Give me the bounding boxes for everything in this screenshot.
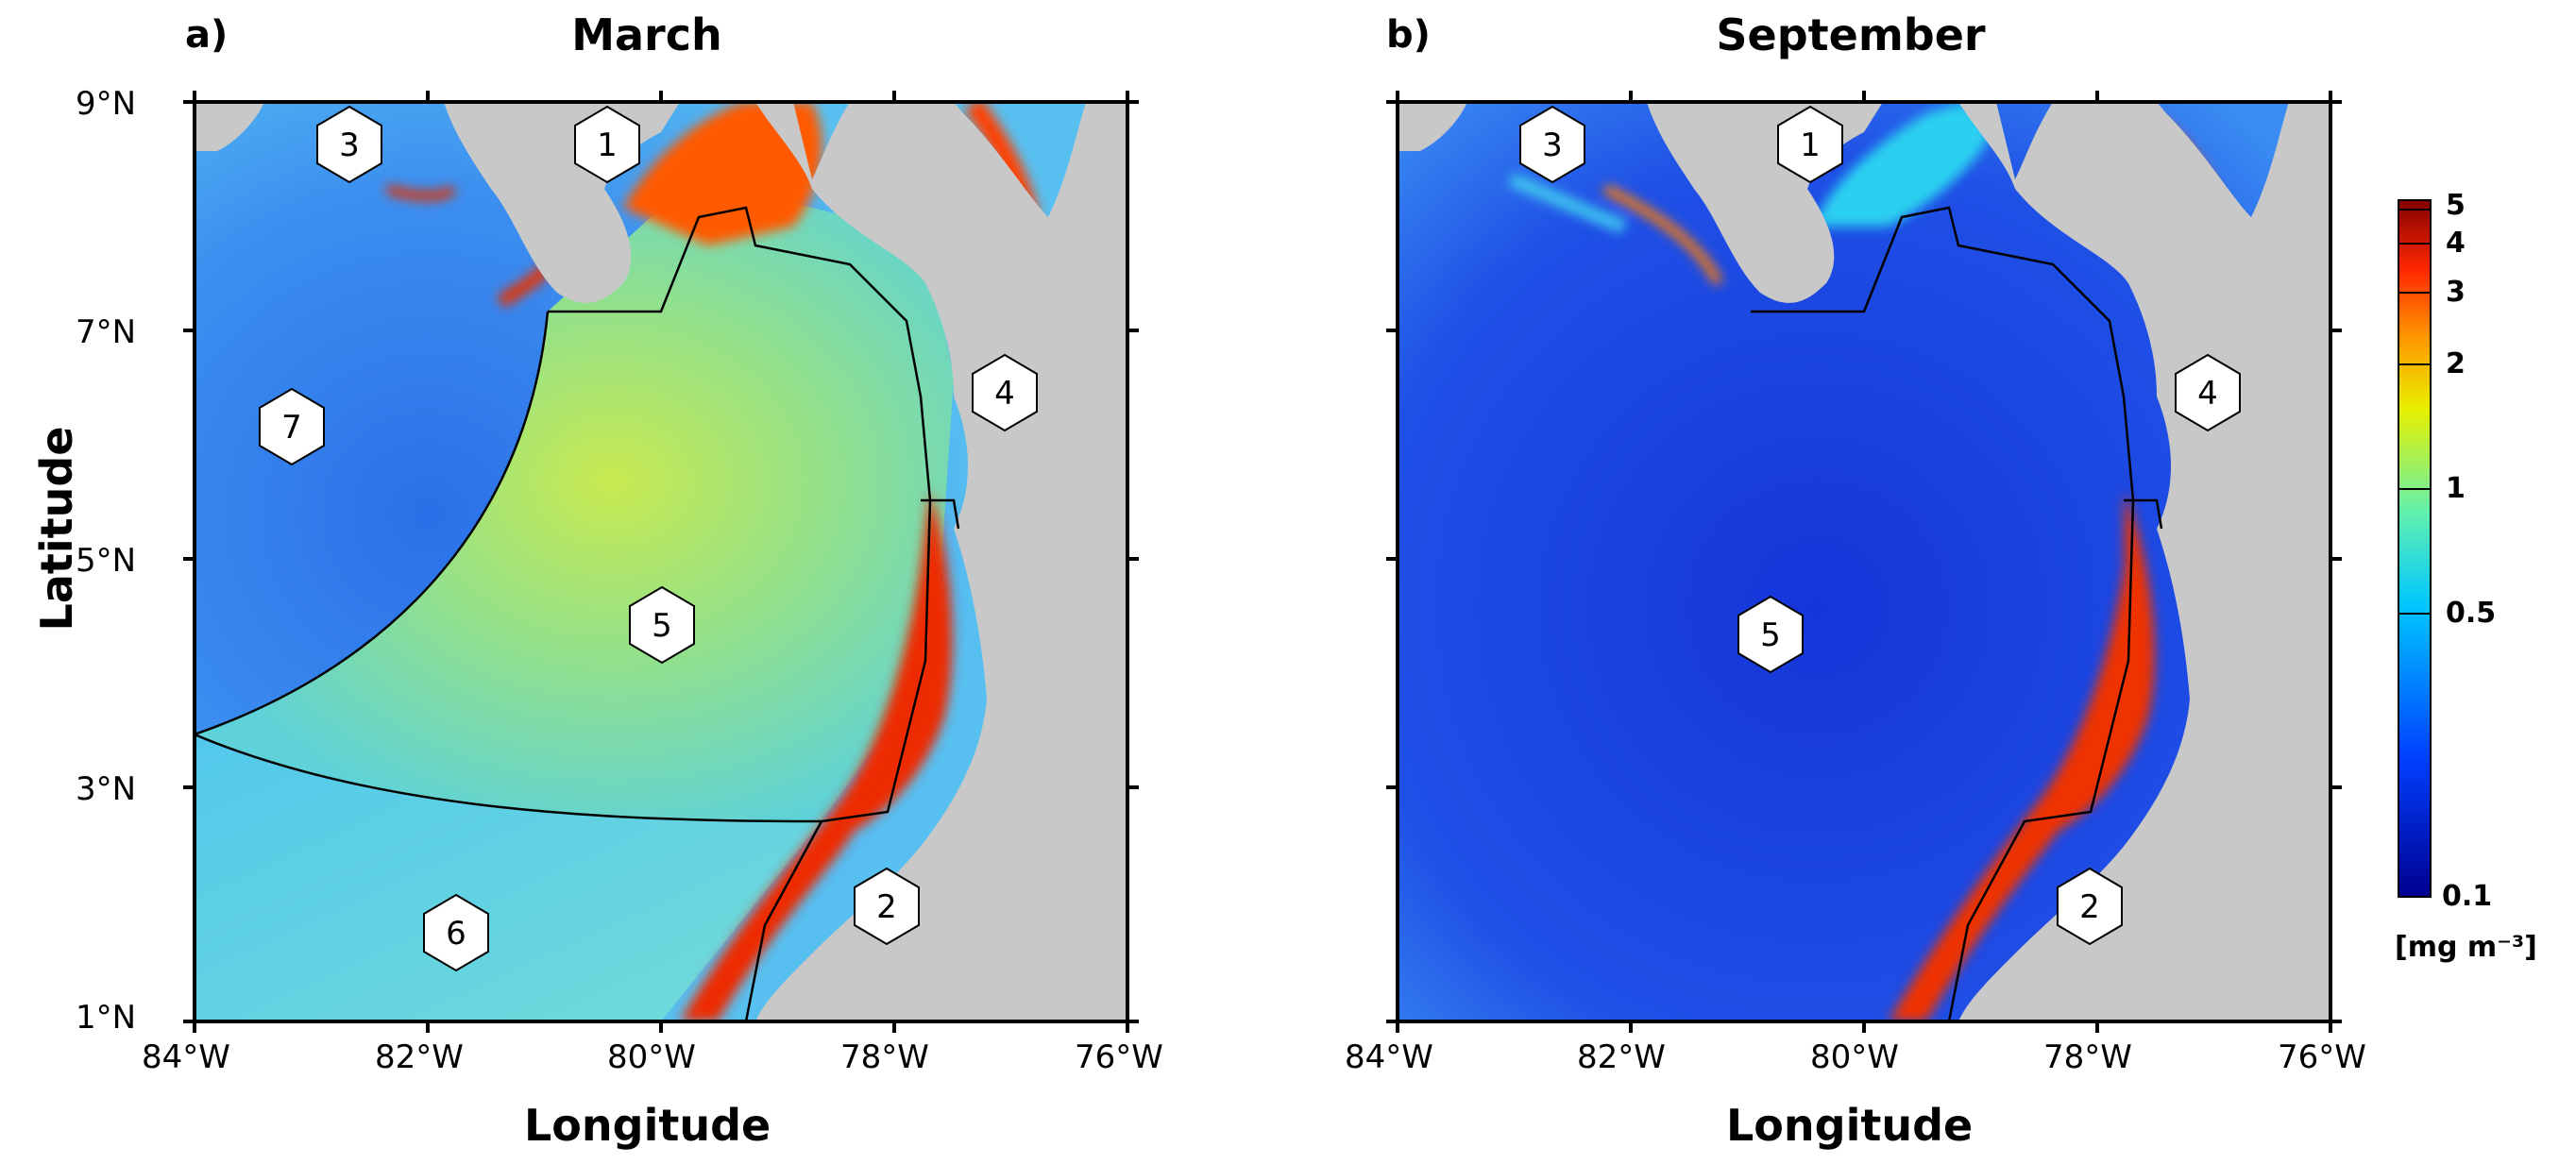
markers-b: 3 1 2 4 5 bbox=[1519, 105, 2241, 946]
marker-b-1: 1 bbox=[1800, 127, 1821, 164]
ticks-b bbox=[1386, 91, 2342, 1033]
x-tick-b-80w: 80°W bbox=[1810, 1038, 1899, 1076]
x-tick-b-82w: 82°W bbox=[1577, 1038, 1666, 1076]
marker-a-6: 6 bbox=[446, 915, 466, 953]
x-tick-b-76w: 76°W bbox=[2278, 1038, 2366, 1076]
colorbar-tick-0-5: 0.5 bbox=[2446, 597, 2497, 630]
colorbar-tick-5: 5 bbox=[2446, 189, 2466, 222]
panel-a-tag: a) bbox=[185, 13, 229, 57]
y-tick-1n: 1°N bbox=[76, 999, 137, 1037]
colorbar-tick-3: 3 bbox=[2446, 276, 2466, 309]
colorbar-tick-2: 2 bbox=[2446, 347, 2466, 380]
colorbar-unit: [mg m⁻³] bbox=[2395, 931, 2537, 964]
colorbar bbox=[2398, 199, 2432, 898]
marker-b-4: 4 bbox=[2197, 375, 2218, 413]
y-tick-7n: 7°N bbox=[76, 313, 137, 351]
x-tick-a-82w: 82°W bbox=[375, 1038, 464, 1076]
y-tick-5n: 5°N bbox=[76, 542, 137, 580]
marker-b-3: 3 bbox=[1542, 127, 1563, 164]
map-march bbox=[195, 102, 1127, 1021]
colorbar-tick-0-1: 0.1 bbox=[2442, 880, 2493, 913]
marker-a-1: 1 bbox=[597, 127, 618, 164]
marker-a-3: 3 bbox=[339, 127, 360, 164]
ticks-a bbox=[183, 91, 1139, 1033]
marker-b-2: 2 bbox=[2079, 888, 2100, 926]
y-tick-3n: 3°N bbox=[76, 770, 137, 808]
markers-a: 3 1 2 4 5 6 7 bbox=[259, 105, 1038, 972]
x-tick-a-84w: 84°W bbox=[142, 1038, 230, 1076]
x-tick-b-84w: 84°W bbox=[1345, 1038, 1433, 1076]
panel-b-title: September bbox=[1716, 9, 1986, 60]
y-tick-9n: 9°N bbox=[76, 85, 137, 123]
map-september bbox=[1398, 102, 2330, 1021]
x-axis-title-a: Longitude bbox=[524, 1100, 771, 1151]
panel-b-tag: b) bbox=[1386, 13, 1431, 57]
marker-a-4: 4 bbox=[994, 375, 1015, 413]
x-tick-a-76w: 76°W bbox=[1075, 1038, 1163, 1076]
marker-a-5: 5 bbox=[652, 607, 672, 645]
marker-a-7: 7 bbox=[281, 409, 302, 447]
panel-a-title: March bbox=[571, 9, 722, 60]
x-tick-a-78w: 78°W bbox=[840, 1038, 929, 1076]
x-tick-a-80w: 80°W bbox=[607, 1038, 696, 1076]
marker-b-5: 5 bbox=[1760, 616, 1781, 654]
colorbar-tick-4: 4 bbox=[2446, 227, 2466, 260]
colorbar-tick-1: 1 bbox=[2446, 472, 2466, 505]
x-axis-title-b: Longitude bbox=[1726, 1100, 1974, 1151]
marker-a-2: 2 bbox=[876, 888, 897, 926]
x-tick-b-78w: 78°W bbox=[2043, 1038, 2132, 1076]
